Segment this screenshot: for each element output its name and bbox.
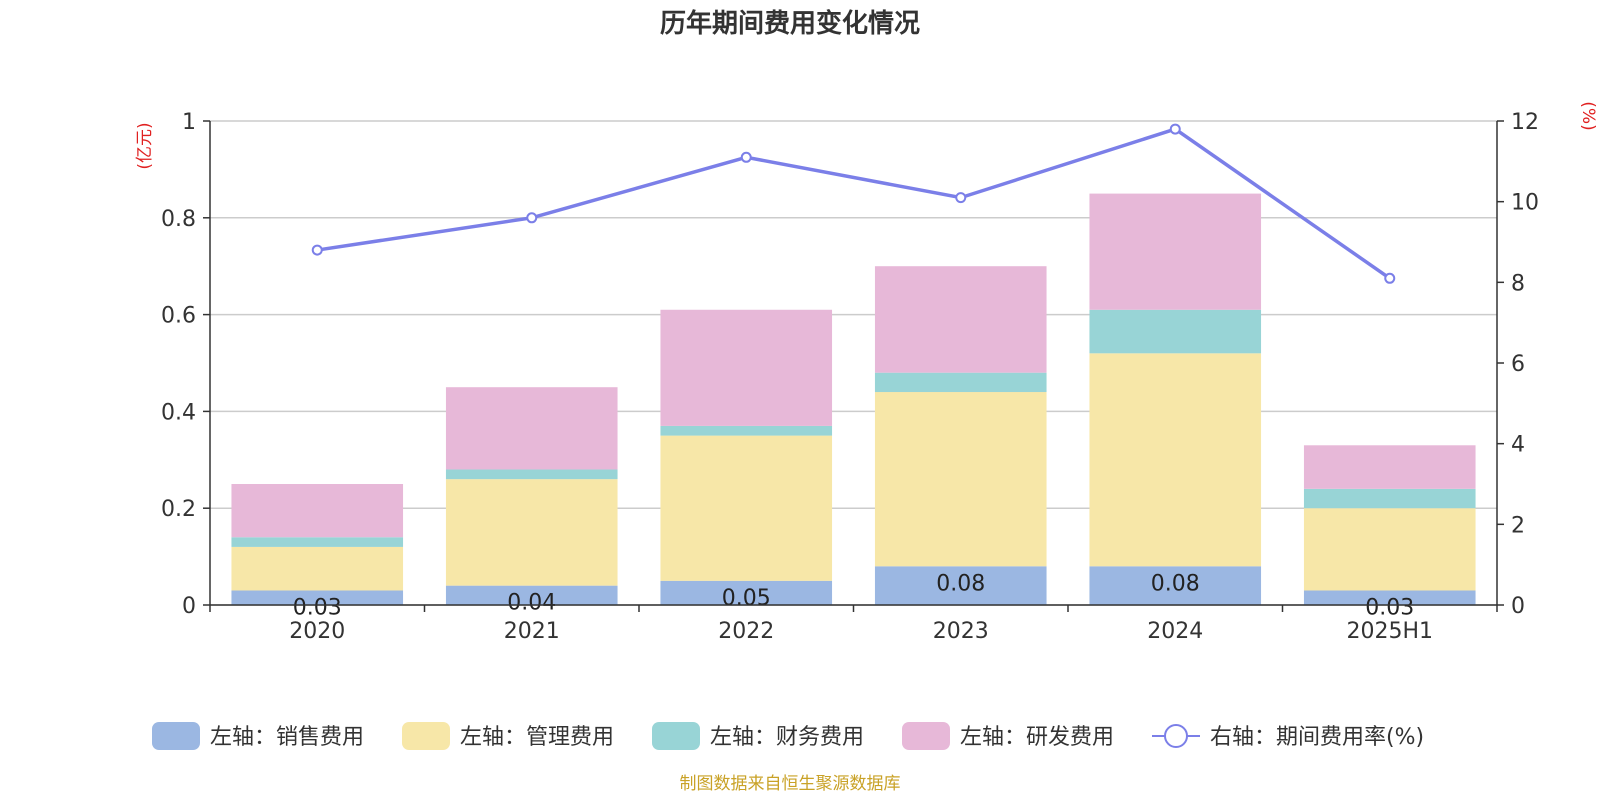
left-tick-label: 0.4 [161, 400, 196, 425]
left-tick-label: 0.2 [161, 497, 196, 522]
rate-point [740, 151, 752, 163]
legend-marker [1164, 724, 1188, 748]
bar-segment [1089, 566, 1262, 605]
bar-segment [660, 425, 833, 436]
legend-label: 左轴：管理费用 [460, 725, 614, 750]
right-tick-label: 0 [1511, 594, 1525, 619]
category-label: 2023 [933, 619, 989, 644]
bar-segment [1089, 309, 1262, 354]
left-tick-label: 0 [182, 594, 196, 619]
bar-segment [231, 537, 404, 547]
right-tick-label: 12 [1511, 110, 1539, 135]
legend-swatch [152, 722, 200, 750]
rate-point [1384, 272, 1396, 284]
right-tick-label: 6 [1511, 352, 1525, 377]
line-series [311, 123, 1396, 284]
legend-swatch [652, 722, 700, 750]
data-label: 0.03 [1365, 595, 1414, 620]
rate-point [1169, 123, 1181, 135]
left-tick-label: 0.6 [161, 304, 196, 329]
data-label: 0.08 [936, 571, 985, 596]
bar-segment [1089, 193, 1262, 310]
rate-point [955, 192, 967, 204]
bar-segment [1303, 488, 1476, 509]
right-tick-label: 2 [1511, 513, 1525, 538]
bar-segment [231, 484, 404, 538]
category-label: 2025H1 [1346, 619, 1433, 644]
left-tick-label: 1 [182, 110, 196, 135]
legend-label: 左轴：研发费用 [960, 725, 1114, 750]
left-axis-unit: (亿元) [135, 122, 155, 169]
right-tick-label: 8 [1511, 271, 1525, 296]
legend-label: 左轴：财务费用 [710, 725, 864, 750]
left-tick-label: 0.8 [161, 207, 196, 232]
bar-segment [1303, 508, 1476, 591]
bar-segment [874, 392, 1047, 567]
legend-swatch [402, 722, 450, 750]
legend-swatch [902, 722, 950, 750]
right-tick-label: 10 [1511, 191, 1539, 216]
legend: 左轴：销售费用 左轴：管理费用 左轴：财务费用 左轴：研发费用 右轴：期间费用率(%) [152, 722, 1424, 750]
data-label: 0.05 [722, 586, 771, 611]
bar-segment [445, 585, 618, 605]
bar-segment [874, 266, 1047, 373]
bar-segment [660, 435, 833, 581]
rate-point [526, 212, 538, 224]
bar-segment [660, 580, 833, 605]
bar-segment [1303, 590, 1476, 605]
category-label: 2022 [718, 619, 774, 644]
bar-segment [660, 309, 833, 426]
bar-segment [874, 566, 1047, 605]
bar-series: 0.03 0.04 0.05 0.08 0.08 0.03 [231, 193, 1476, 620]
bar-segment [1089, 353, 1262, 567]
data-label: 0.04 [507, 591, 556, 616]
data-label: 0.08 [1151, 571, 1200, 596]
bar-segment [231, 590, 404, 605]
category-label: 2021 [504, 619, 560, 644]
category-label: 2020 [289, 619, 345, 644]
legend-label: 左轴：销售费用 [210, 725, 364, 750]
bar-segment [445, 479, 618, 586]
data-label: 0.03 [293, 595, 342, 620]
category-label: 2024 [1147, 619, 1203, 644]
bar-segment [874, 372, 1047, 393]
bar-segment [445, 387, 618, 470]
bar-segment [231, 546, 404, 591]
rate-line [316, 127, 1391, 280]
bar-segment [1303, 445, 1476, 489]
right-tick-label: 4 [1511, 433, 1525, 458]
chart-title: 历年期间费用变化情况 [660, 8, 920, 39]
right-axis-unit: (%) [1578, 101, 1598, 130]
rate-point [311, 244, 323, 256]
source-note: 制图数据来自恒生聚源数据库 [680, 774, 901, 794]
bar-segment [445, 469, 618, 480]
legend-label: 右轴：期间费用率(%) [1210, 725, 1424, 750]
